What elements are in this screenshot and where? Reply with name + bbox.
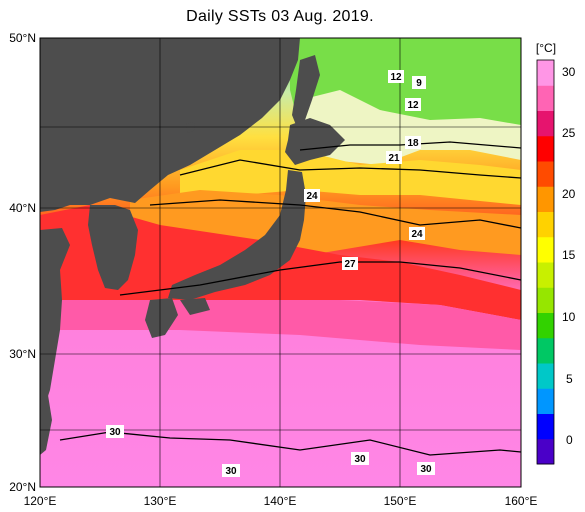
korea-peninsula [88,205,138,290]
svg-text:30: 30 [420,464,432,475]
contour-label-9: 9 [412,76,426,89]
contour-label-24a: 24 [304,189,320,202]
contour-label-18: 18 [405,136,421,149]
lon-axis: 120°E 130°E 140°E 150°E 160°E [24,494,538,508]
svg-text:12: 12 [407,100,419,111]
svg-text:21: 21 [388,153,400,164]
contour-label-27: 27 [342,257,358,270]
colorbar-cell [537,236,554,263]
taiwan-island [40,395,52,455]
svg-text:30: 30 [354,454,366,465]
colorbar-cell [537,312,554,339]
contours [59,141,521,456]
colorbar-cell [537,186,554,212]
honshu-island [168,170,306,300]
colorbar-tick: 5 [566,372,573,386]
map-frame [39,37,522,488]
map-plot-area [40,38,521,487]
china-coast [40,228,70,420]
colorbar-unit: [°C] [536,41,556,55]
colorbar-tick: 10 [562,310,576,324]
contour-18 [299,141,521,151]
colorbar-cell [537,60,554,86]
colorbar: [°C] 30 25 20 15 10 5 0 [536,41,576,465]
contour-27 [119,261,521,296]
contour-label-30a: 30 [106,425,124,438]
colorbar-cell [537,161,554,187]
colorbar-cell [537,135,554,162]
contour-labels: 12 9 12 18 21 24 24 27 30 30 30 30 [106,70,435,477]
colorbar-tick: 30 [562,65,576,79]
lon-label: 120°E [24,494,57,508]
svg-text:24: 24 [411,229,423,240]
lon-label: 160°E [505,494,538,508]
colorbar-cell [537,363,554,389]
colorbar-cell [537,211,554,238]
contour-30 [59,431,521,456]
colorbar-cell [537,287,554,313]
svg-text:9: 9 [416,78,422,89]
contour-label-30b: 30 [222,464,240,477]
svg-text:18: 18 [407,138,419,149]
colorbar-frame [536,59,555,465]
kyushu-island [145,298,178,338]
colorbar-cell [537,438,554,465]
graticule [40,38,521,487]
contour-label-12b: 12 [405,98,421,111]
contour-label-21: 21 [386,151,402,164]
colorbar-cell [537,337,554,364]
svg-text:30: 30 [225,466,237,477]
mainland-asia [40,38,300,212]
colorbar-cell [537,388,554,414]
colorbar-tick: 0 [566,433,573,447]
lat-label: 20°N [9,480,36,494]
colorbar-tick: 15 [562,248,576,262]
contour-label-30d: 30 [417,462,435,475]
hokkaido-island [285,118,345,165]
svg-text:24: 24 [306,191,318,202]
shikoku-island [180,298,210,315]
contour-label-24b: 24 [409,227,425,240]
colorbar-tick: 25 [562,126,576,140]
lon-label: 150°E [384,494,417,508]
colorbar-cell [537,262,554,288]
colorbar-cell [537,85,554,111]
contour-label-30c: 30 [351,452,369,465]
svg-text:12: 12 [390,72,402,83]
colorbar-scale [537,60,554,465]
svg-text:27: 27 [344,259,356,270]
lat-label: 30°N [9,347,36,361]
lon-label: 130°E [144,494,177,508]
land [40,38,345,455]
cool-water-zone [300,90,521,165]
lon-label: 140°E [264,494,297,508]
sakhalin-island [292,55,320,130]
small-island [186,122,195,133]
contour-24 [149,199,521,229]
contour-label-12a: 12 [388,70,404,83]
colorbar-cell [537,110,554,137]
svg-text:30: 30 [109,427,121,438]
lat-label: 40°N [9,201,36,215]
colorbar-tick: 20 [562,187,576,201]
lat-axis: 50°N 40°N 30°N 20°N [9,31,36,494]
map-title: Daily SSTs 03 Aug. 2019. [186,8,374,25]
lat-label: 50°N [9,31,36,45]
contour-21 [179,159,521,179]
colorbar-ticks: 30 25 20 15 10 5 0 [562,65,576,447]
colorbar-cell [537,413,554,440]
